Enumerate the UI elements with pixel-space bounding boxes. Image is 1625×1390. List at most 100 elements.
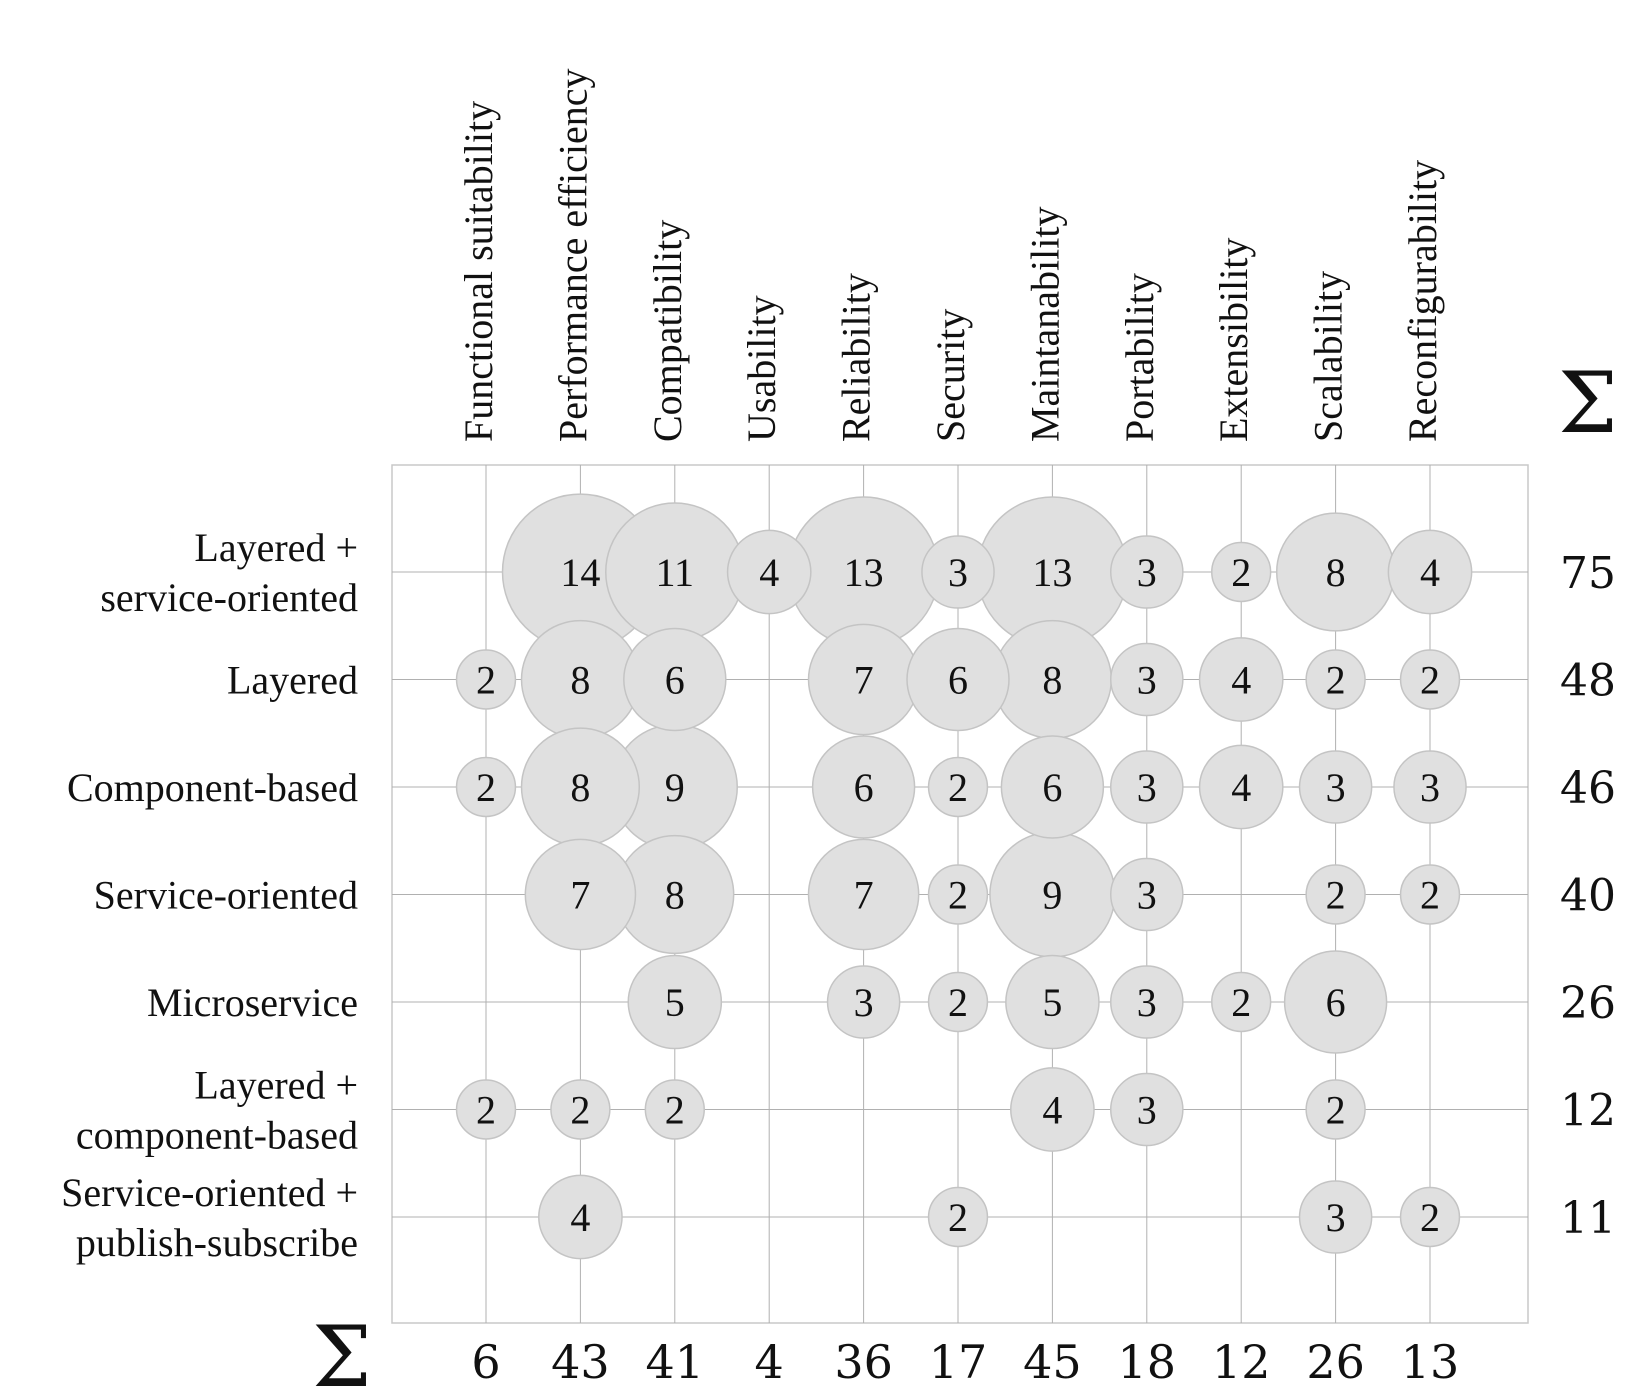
- bubble-value-label: 5: [1042, 980, 1062, 1025]
- row-total: 75: [1560, 548, 1616, 599]
- bubble-value-label: 6: [1042, 765, 1062, 810]
- bubble: [1109, 857, 1184, 932]
- bubble: [726, 529, 812, 615]
- bubble: [1198, 637, 1284, 722]
- bubble-value-label: 4: [1420, 550, 1440, 595]
- bubble: [1399, 864, 1461, 925]
- bubble: [1387, 529, 1473, 615]
- bubble-value-label: 8: [570, 658, 590, 703]
- bubble-value-label: 8: [665, 873, 685, 918]
- column-label: Portability: [1117, 273, 1162, 442]
- bubble: [826, 965, 901, 1039]
- bubble-value-label: 5: [665, 980, 685, 1025]
- column-label: Maintanability: [1022, 206, 1067, 442]
- row-total: 26: [1560, 978, 1616, 1029]
- column-total: 18: [1118, 1335, 1177, 1389]
- row-label: Layered +: [194, 525, 358, 570]
- bubble-value-label: 2: [948, 1195, 968, 1240]
- bubble-value-label: 2: [665, 1088, 685, 1133]
- bubble-value-label: 2: [948, 873, 968, 918]
- bubble: [906, 627, 1010, 732]
- bubble-value-label: 8: [1042, 658, 1062, 703]
- column-label: Security: [928, 309, 973, 442]
- bubble: [921, 535, 995, 609]
- bubble: [1305, 649, 1366, 710]
- bubble: [455, 649, 517, 710]
- bubble-value-label: 2: [476, 1088, 496, 1133]
- bubble: [1109, 1072, 1184, 1147]
- bubble-value-label: 2: [1420, 1195, 1440, 1240]
- bubble: [1005, 954, 1100, 1050]
- bubble-value-label: 2: [476, 658, 496, 703]
- bubble-value-label: 2: [570, 1088, 590, 1133]
- bubble-value-label: 2: [1420, 873, 1440, 918]
- bubble-value-label: 3: [1137, 765, 1157, 810]
- bubble-value-label: 7: [854, 658, 874, 703]
- bubble-value-label: 2: [948, 765, 968, 810]
- bubble-value-label: 4: [759, 550, 779, 595]
- bubble-value-label: 3: [948, 550, 968, 595]
- bubble-value-label: 2: [1231, 550, 1251, 595]
- bubble: [927, 971, 989, 1033]
- column-total: 17: [929, 1335, 988, 1389]
- bubble: [1109, 535, 1184, 609]
- row-sum-symbol: Σ: [1558, 354, 1617, 452]
- bubble-value-label: 4: [1231, 765, 1251, 810]
- row-label: Component-based: [67, 765, 358, 810]
- bubble-value-label: 14: [560, 550, 600, 595]
- bubble-value-label: 2: [1326, 1088, 1346, 1133]
- bubble: [1283, 950, 1388, 1054]
- bubble: [623, 627, 727, 732]
- bubble-value-label: 2: [948, 980, 968, 1025]
- column-sum-symbol: Σ: [312, 1308, 371, 1390]
- bubble: [1109, 750, 1184, 824]
- column-total: 41: [646, 1335, 705, 1389]
- column-label: Extensibility: [1211, 238, 1256, 442]
- bubble-value-label: 13: [844, 550, 884, 595]
- column-label: Compatibility: [645, 220, 690, 442]
- bubble: [1298, 750, 1373, 824]
- bubble-value-label: 3: [854, 980, 874, 1025]
- bubble: [455, 1079, 517, 1140]
- bubble: [455, 756, 517, 818]
- bubble-layer: [455, 493, 1473, 1260]
- bubble: [627, 954, 723, 1050]
- row-label: Service-oriented +: [61, 1170, 358, 1215]
- column-total: 4: [755, 1335, 784, 1389]
- bubble-value-label: 3: [1137, 980, 1157, 1025]
- column-total: 43: [551, 1335, 610, 1389]
- bubble-value-label: 6: [665, 658, 685, 703]
- bubble: [1393, 750, 1467, 824]
- row-label: component-based: [76, 1113, 358, 1158]
- column-label: Scalability: [1306, 271, 1351, 442]
- bubble-value-label: 4: [570, 1195, 590, 1240]
- bubble-value-label: 9: [1042, 873, 1062, 918]
- bubble-value-label: 6: [1326, 980, 1346, 1025]
- column-total: 13: [1401, 1335, 1460, 1389]
- row-label: publish-subscribe: [76, 1220, 358, 1265]
- bubble: [1109, 642, 1184, 717]
- bubble: [1298, 1180, 1373, 1254]
- bubble-value-label: 3: [1137, 550, 1157, 595]
- bubble: [1010, 1067, 1095, 1152]
- row-total: 46: [1560, 763, 1616, 814]
- bubble: [1211, 971, 1272, 1033]
- column-label: Reliability: [834, 273, 879, 442]
- bubble-value-label: 2: [1420, 658, 1440, 703]
- bubble-value-label: 3: [1326, 765, 1346, 810]
- column-total: 45: [1023, 1335, 1082, 1389]
- bubble-value-label: 7: [570, 873, 590, 918]
- bubble-value-label: 2: [1231, 980, 1251, 1025]
- bubble-value-label: 3: [1420, 765, 1440, 810]
- row-label: service-oriented: [100, 575, 358, 620]
- bubble: [1399, 649, 1461, 710]
- bubble-value-label: 3: [1137, 658, 1157, 703]
- bubble: [1305, 1079, 1366, 1140]
- row-total: 11: [1560, 1193, 1616, 1244]
- bubble: [927, 864, 989, 925]
- bubble: [927, 1186, 989, 1248]
- bubble-value-label: 8: [1326, 550, 1346, 595]
- bubble-value-label: 8: [570, 765, 590, 810]
- bubble: [1305, 864, 1366, 925]
- column-label: Performance efficiency: [550, 69, 595, 443]
